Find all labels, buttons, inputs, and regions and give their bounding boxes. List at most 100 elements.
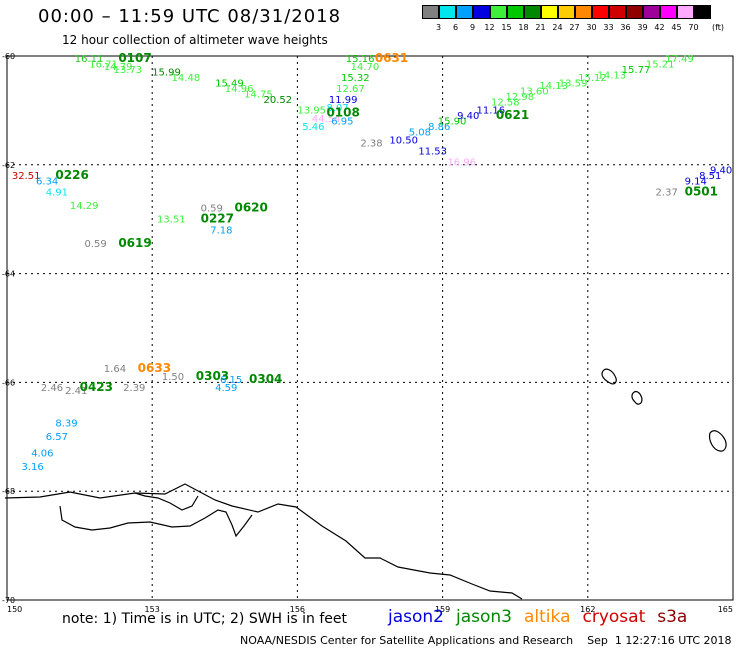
wave-height-label: 2.37: [656, 187, 678, 198]
satellite-key: jason2 jason3 altika cryosat s3a: [388, 607, 699, 627]
legend-swatch: [677, 5, 694, 19]
wave-height-label: 8.07: [326, 103, 348, 114]
legend-label: 27: [569, 23, 580, 32]
legend-swatch: [422, 5, 439, 19]
wave-height-label: 2.46: [41, 383, 63, 394]
wave-height-label: 15.32: [341, 73, 370, 84]
wave-height-label: 8.51: [699, 171, 721, 182]
wave-height-label: 0.59: [84, 239, 106, 250]
island-3: [708, 430, 727, 452]
legend-swatch: [473, 5, 490, 19]
satellite-name: cryosat: [582, 607, 646, 627]
wave-height-label: 20.52: [264, 95, 293, 106]
latitude-label: -60: [2, 52, 15, 61]
wave-height-label: 6.34: [36, 176, 58, 187]
legend-label: 21: [535, 23, 546, 32]
longitude-label: 150: [7, 605, 22, 614]
wave-height-label: 3.16: [22, 462, 44, 473]
antarctic-coastline: [4, 483, 523, 600]
wave-height-label: 13.95: [297, 106, 326, 117]
legend-label: 3: [435, 23, 442, 32]
legend-swatch: [439, 5, 456, 19]
wave-height-label: 4.91: [46, 187, 68, 198]
wave-height-label: 13.73: [113, 65, 142, 76]
legend-swatch: [456, 5, 473, 19]
legend-label: 24: [552, 23, 563, 32]
wave-height-label: 14.13: [539, 81, 568, 92]
pass-time-label: 0501: [685, 184, 718, 198]
wave-height-label: 13.51: [157, 214, 186, 225]
longitude-label: 156: [290, 605, 305, 614]
pass-time-label: 0108: [326, 105, 359, 119]
legend-swatch: [592, 5, 609, 19]
wave-height-label: 9.40: [710, 166, 732, 177]
coastline: [4, 368, 727, 600]
legend-label: 18: [518, 23, 529, 32]
legend-label: 6: [452, 23, 459, 32]
wave-height-label: 14.75: [244, 89, 273, 100]
wave-height-label: 6.15: [220, 375, 242, 386]
legend-label: 30: [586, 23, 597, 32]
latitude-label: -62: [2, 161, 15, 170]
legend-swatch: [660, 5, 677, 19]
ice-shelf-inlet: [59, 505, 253, 538]
satellite-name: s3a: [657, 607, 688, 627]
longitude-label: 153: [145, 605, 160, 614]
map-frame: [6, 55, 734, 601]
pass-time-label: 0619: [118, 236, 151, 250]
longitude-label: 165: [718, 605, 733, 614]
map-subtitle: 12 hour collection of altimeter wave hei…: [62, 33, 328, 47]
legend-unit: (ft): [712, 23, 725, 32]
wave-height-label: 44.54: [312, 114, 341, 125]
island-2: [631, 390, 643, 405]
wave-height-label: 15.77: [622, 65, 651, 76]
legend-label: 12: [484, 23, 495, 32]
wave-height-label: 15.99: [152, 68, 181, 79]
legend-label: 70: [688, 23, 699, 32]
wave-height-label: 14.70: [351, 62, 380, 73]
wave-height-label: 2.39: [123, 383, 145, 394]
wave-height-label: 14.13: [597, 70, 626, 81]
satellite-name: jason2: [388, 607, 444, 627]
latitude-label: -68: [2, 487, 15, 496]
legend-swatch: [575, 5, 592, 19]
wave-height-label: 8.39: [55, 418, 77, 429]
legend-swatch: [558, 5, 575, 19]
wave-height-label: 1.50: [162, 372, 184, 383]
pass-time-label: 0304: [249, 372, 282, 386]
wave-height-label: 14.79: [104, 62, 133, 73]
wave-height-label: 5.46: [302, 122, 324, 133]
wave-height-label: 6.95: [331, 117, 353, 128]
wave-height-label: 5.08: [409, 127, 431, 138]
map-border: [6, 55, 734, 601]
wave-height-label: 15.49: [215, 78, 244, 89]
pass-time-label: 0633: [138, 361, 171, 375]
wave-height-label: 17.49: [665, 54, 694, 65]
wave-height-label: 15.90: [438, 117, 467, 128]
wave-height-label: 14.48: [172, 73, 201, 84]
map-title: 00:00 – 11:59 UTC 08/31/2018: [38, 6, 342, 27]
wave-height-label: 14.96: [225, 84, 254, 95]
longitude-label: 159: [435, 605, 450, 614]
legend-label: 36: [620, 23, 631, 32]
pass-time-label: 0226: [55, 168, 88, 182]
wave-height-label: 12.98: [506, 92, 535, 103]
wave-height-label: 9.14: [685, 176, 707, 187]
wave-height-label: 9.40: [457, 111, 479, 122]
legend-label: 15: [501, 23, 512, 32]
wave-height-label: 15.21: [646, 59, 675, 70]
pass-time-label: 0621: [496, 108, 529, 122]
wave-height-label: 13.59: [559, 78, 588, 89]
wave-height-label: 1.64: [104, 364, 126, 375]
legend-swatch: [626, 5, 643, 19]
wave-height-label: 0.59: [201, 204, 223, 215]
wave-height-label: 16.71: [89, 59, 118, 70]
legend-swatch: [609, 5, 626, 19]
latitude-label: -70: [2, 596, 15, 605]
pass-time-label: 0107: [118, 51, 151, 65]
pass-time-label: 0631: [375, 51, 408, 65]
wave-height-label: 13.60: [520, 87, 549, 98]
wave-height-label: 15.16: [346, 54, 375, 65]
wave-height-label: 2.41: [65, 386, 87, 397]
